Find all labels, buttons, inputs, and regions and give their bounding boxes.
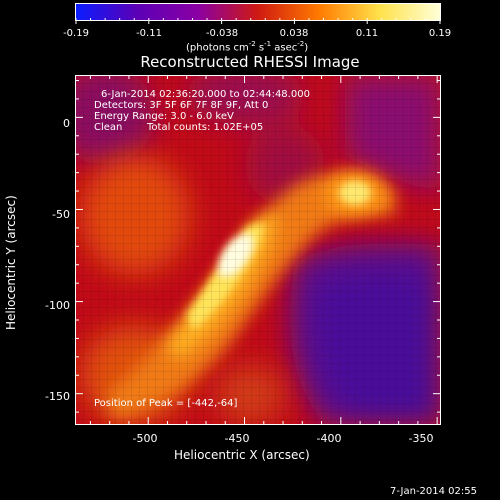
colorbar-axis <box>75 18 441 24</box>
x-tick-350: -350 <box>408 432 434 445</box>
colorbar-tick-3: -0.038 <box>205 28 239 39</box>
x-tick-400: -400 <box>316 432 342 445</box>
x-tick-500: -500 <box>132 432 158 445</box>
energy-range-text: Energy Range: 3.0 - 6.0 keV <box>94 111 234 122</box>
colorbar-units: (photons cm-2 s-1 asec-2) <box>186 40 309 54</box>
timestamp: 7-Jan-2014 02:55 <box>390 486 477 497</box>
chart-title: Reconstructed RHESSI Image <box>140 53 360 71</box>
detectors-text: Detectors: 3F 5F 6F 7F 8F 9F, Att 0 <box>94 100 269 111</box>
total-counts-text: Total counts: 1.02E+05 <box>147 122 264 133</box>
colorbar-tick-2: -0.11 <box>136 28 162 39</box>
colorbar-tick-6: 0.19 <box>428 28 452 39</box>
y-tick-50: -50 <box>52 208 70 221</box>
y-axis-label: Heliocentric Y (arcsec) <box>4 195 18 330</box>
y-tick-0: 0 <box>63 117 70 130</box>
y-tick-150: -150 <box>45 390 70 403</box>
plot-area <box>75 75 441 425</box>
x-axis-label: Heliocentric X (arcsec) <box>174 448 310 462</box>
x-tick-450: -450 <box>224 432 250 445</box>
pixel-grid-texture <box>75 75 441 425</box>
axis-ticks <box>75 75 441 425</box>
peak-position-text: Position of Peak = [-442,-64] <box>94 398 238 409</box>
y-tick-100: -100 <box>45 299 70 312</box>
colorbar-tick-4: 0.038 <box>279 28 309 39</box>
colorbar <box>75 3 441 21</box>
clean-label: Clean <box>94 122 123 133</box>
colorbar-gradient <box>76 4 440 20</box>
time-range-text: 6-Jan-2014 02:36:20.000 to 02:44:48.000 <box>101 89 310 100</box>
colorbar-tick-1: -0.19 <box>63 28 89 39</box>
colorbar-tick-5: 0.11 <box>355 28 379 39</box>
plot-frame <box>75 75 441 425</box>
